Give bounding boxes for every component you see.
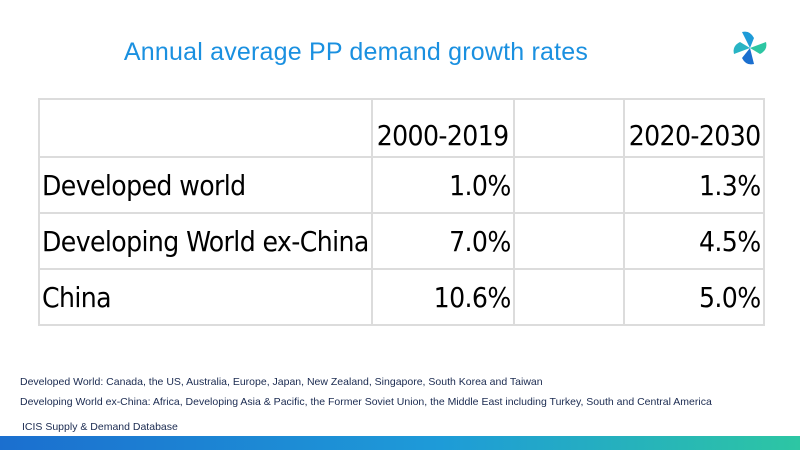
gap-cell xyxy=(512,268,625,326)
gap-cell xyxy=(512,156,625,214)
row-label: Developed world xyxy=(38,156,373,214)
value-2020-2030: 1.3% xyxy=(622,156,765,214)
row-label: China xyxy=(38,268,373,326)
icis-logo-icon xyxy=(733,31,767,65)
source-label: ICIS Supply & Demand Database xyxy=(22,421,178,433)
row-label: Developing World ex-China xyxy=(38,212,373,270)
footer-gradient-bar xyxy=(0,436,800,450)
value-2020-2030: 4.5% xyxy=(622,212,765,270)
table-header-row: 2000-2019 2020-2030 xyxy=(38,98,765,158)
slide-title: Annual average PP demand growth rates xyxy=(123,38,589,66)
value-2000-2019: 7.0% xyxy=(370,212,515,270)
header-cell-gap xyxy=(512,98,625,158)
value-2000-2019: 10.6% xyxy=(370,268,515,326)
value-2000-2019: 1.0% xyxy=(370,156,515,214)
header-cell-blank xyxy=(38,98,373,158)
table-row: Developing World ex-China 7.0% 4.5% xyxy=(38,212,765,270)
gap-cell xyxy=(512,212,625,270)
table-row: China 10.6% 5.0% xyxy=(38,268,765,326)
growth-rates-table: 2000-2019 2020-2030 Developed world 1.0%… xyxy=(38,98,765,326)
header-cell-2000-2019: 2000-2019 xyxy=(370,98,515,158)
footnote-developing-world: Developing World ex-China: Africa, Devel… xyxy=(20,396,712,408)
header-cell-2020-2030: 2020-2030 xyxy=(622,98,765,158)
table-row: Developed world 1.0% 1.3% xyxy=(38,156,765,214)
value-2020-2030: 5.0% xyxy=(622,268,765,326)
footnote-developed-world: Developed World: Canada, the US, Austral… xyxy=(20,376,543,388)
